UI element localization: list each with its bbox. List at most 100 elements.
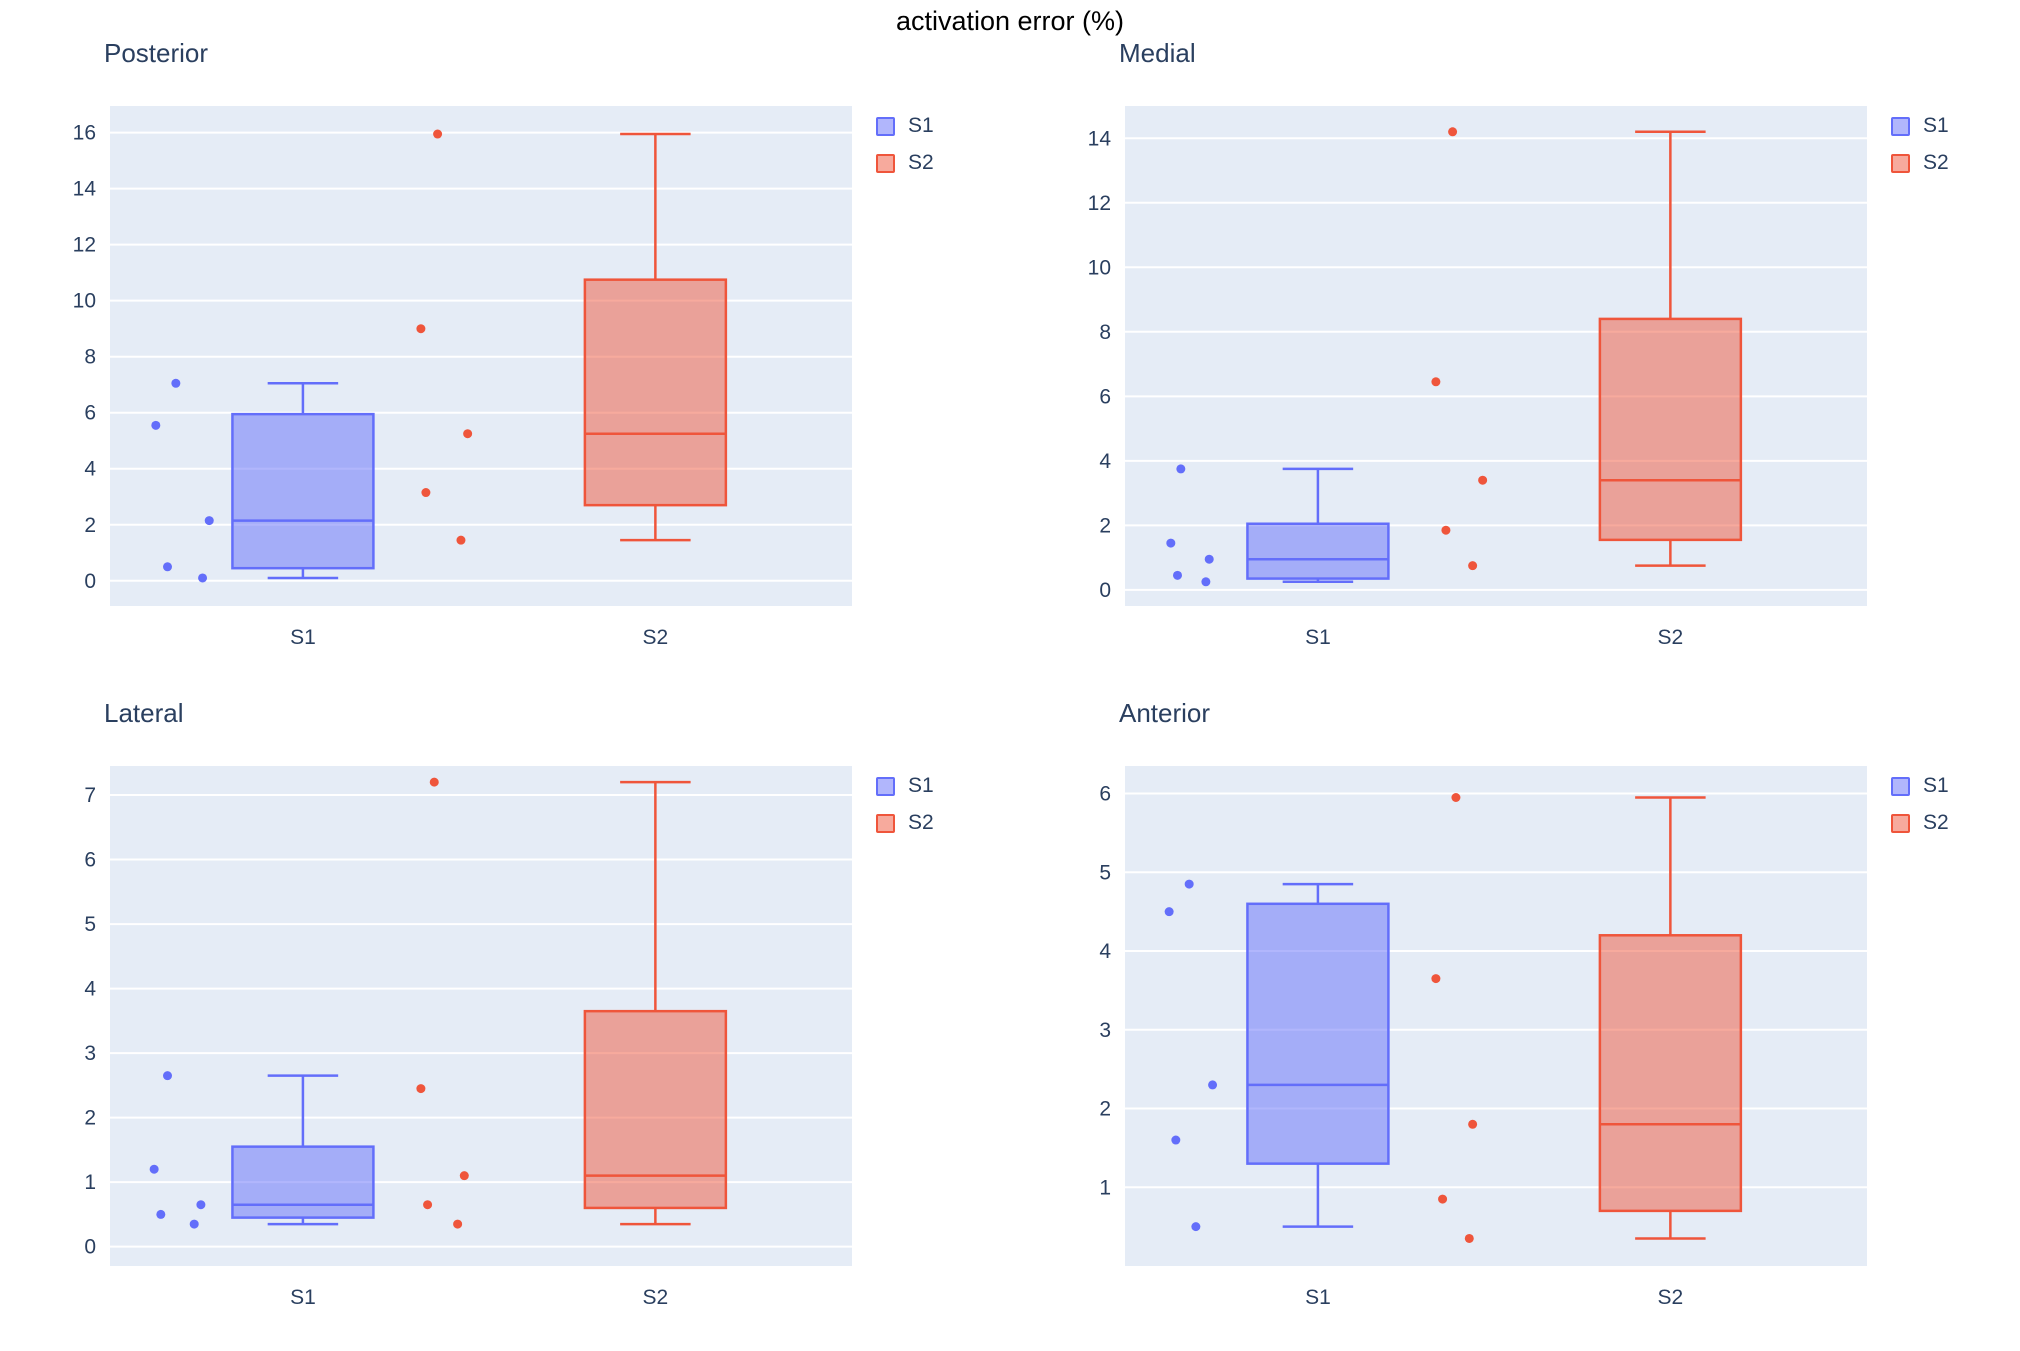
data-point[interactable] [1171,1135,1181,1145]
y-tick-label: 8 [1099,321,1111,344]
data-point[interactable] [1204,554,1214,564]
y-tick-label: 7 [84,784,96,807]
x-category-label: S1 [290,1286,316,1309]
legend-lateral: S1 S2 [876,774,934,835]
data-point[interactable] [459,1171,469,1181]
data-point[interactable] [416,1084,426,1094]
data-point[interactable] [463,429,473,439]
legend-item-s2[interactable]: S2 [1891,811,1949,835]
data-point[interactable] [421,488,431,498]
box-series-s1[interactable] [1166,464,1390,587]
data-point[interactable] [1201,577,1211,587]
iqr-box[interactable] [1598,934,1743,1213]
data-point[interactable] [163,1071,173,1081]
iqr-box[interactable] [1598,317,1743,542]
data-point[interactable] [433,129,443,139]
data-point[interactable] [1166,538,1176,548]
iqr-box[interactable] [231,1145,375,1219]
data-point[interactable] [151,420,161,430]
data-point[interactable] [1172,570,1182,580]
data-point[interactable] [1208,1080,1218,1090]
iqr-box[interactable] [231,412,375,570]
data-point[interactable] [1441,525,1451,535]
data-point[interactable] [163,562,173,572]
legend-item-s1[interactable]: S1 [1891,114,1949,138]
data-point[interactable] [1431,377,1441,387]
legend-swatch-s1-icon [1891,776,1910,796]
legend-item-s2[interactable]: S2 [876,811,934,835]
x-category-label: S1 [290,626,316,649]
data-point[interactable] [149,1164,159,1174]
data-point[interactable] [204,516,214,526]
data-point[interactable] [1468,561,1478,571]
subplot-medial: Medial 0 2 4 6 8 10 12 14 S1 S2 S1 S2 [1063,28,2020,668]
data-point[interactable] [416,324,426,334]
y-tick-label: 12 [73,234,96,257]
plot-background [110,766,852,1266]
legend-medial: S1 S2 [1891,114,1949,175]
box-plot-medial[interactable]: 0 2 4 6 8 10 12 14 S1 S2 [1063,98,1873,651]
box-series-s2[interactable] [416,777,728,1229]
data-point[interactable] [1176,464,1186,474]
box-series-s1[interactable] [151,378,375,583]
data-point[interactable] [196,1200,206,1210]
legend-item-s1[interactable]: S1 [876,774,934,798]
y-tick-label: 2 [1099,514,1111,537]
iqr-box[interactable] [1246,522,1390,580]
data-point[interactable] [456,535,466,545]
legend-label-s1: S1 [908,774,934,797]
x-category-label: S2 [1658,1286,1684,1309]
y-tick-label: 14 [73,178,97,201]
subplot-title-anterior: Anterior [1119,698,1211,728]
data-point[interactable] [1191,1222,1201,1232]
data-point[interactable] [1438,1194,1448,1204]
data-point[interactable] [1478,475,1488,485]
data-point[interactable] [171,378,181,388]
x-category-label: S2 [1658,626,1684,649]
box-series-s2[interactable] [416,129,728,545]
legend-label-s1: S1 [1923,114,1949,137]
iqr-box[interactable] [1246,902,1390,1165]
box-series-s2[interactable] [1431,127,1743,571]
data-point[interactable] [189,1219,199,1229]
box-series-s1[interactable] [149,1071,375,1229]
y-tick-label: 2 [84,1107,96,1130]
x-category-label: S1 [1305,626,1331,649]
plot-background [1125,766,1867,1266]
subplot-anterior: Anterior 1 2 3 4 5 6 S1 S2 S1 S2 [1063,688,2020,1328]
data-point[interactable] [1468,1119,1478,1129]
x-category-label: S2 [643,626,669,649]
box-plot-anterior[interactable]: 1 2 3 4 5 6 S1 S2 [1063,758,1873,1311]
iqr-box[interactable] [583,278,728,507]
legend-item-s1[interactable]: S1 [1891,774,1949,798]
data-point[interactable] [423,1200,433,1210]
data-point[interactable] [1184,879,1194,889]
data-point[interactable] [156,1209,166,1219]
data-point[interactable] [1464,1233,1474,1243]
box-plot-posterior[interactable]: 0 2 4 6 8 10 12 14 16 S1 S2 [48,98,858,651]
box-plot-lateral[interactable]: 0 1 2 3 4 5 6 7 S1 S2 [48,758,858,1311]
plot-background [1125,106,1867,606]
box-series-s1[interactable] [1164,879,1390,1232]
data-point[interactable] [1164,907,1174,917]
data-point[interactable] [453,1219,463,1229]
data-point[interactable] [429,777,439,787]
y-tick-label: 5 [84,913,96,936]
data-point[interactable] [1431,974,1441,984]
y-tick-label: 10 [1088,256,1111,279]
y-tick-label: 6 [84,849,96,872]
iqr-box[interactable] [583,1009,728,1210]
box-series-s2[interactable] [1431,792,1743,1243]
legend-item-s2[interactable]: S2 [1891,151,1949,175]
legend-item-s2[interactable]: S2 [876,151,934,175]
y-tick-label: 2 [1099,1098,1111,1121]
y-tick-label: 0 [84,570,96,593]
y-tick-label: 0 [1099,579,1111,602]
legend-swatch-s2-icon [876,813,895,833]
data-point[interactable] [1448,127,1458,137]
legend-item-s1[interactable]: S1 [876,114,934,138]
legend-swatch-s2-icon [1891,153,1910,173]
data-point[interactable] [1451,792,1461,802]
subplot-title-lateral: Lateral [104,698,184,728]
data-point[interactable] [198,573,208,583]
